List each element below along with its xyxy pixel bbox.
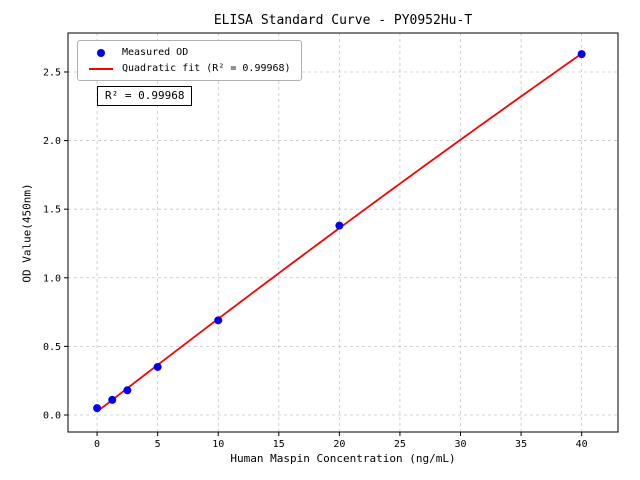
data-point bbox=[335, 221, 344, 230]
y-tick-label: 1.5 bbox=[43, 205, 61, 216]
x-tick-label: 0 bbox=[94, 439, 100, 450]
x-tick-label: 30 bbox=[454, 439, 466, 450]
data-point bbox=[123, 386, 132, 395]
r-squared-annotation: R² = 0.99968 bbox=[97, 86, 193, 106]
x-tick-label: 25 bbox=[394, 439, 406, 450]
legend-marker-area bbox=[86, 67, 116, 70]
legend-label-measured: Measured OD bbox=[122, 47, 189, 58]
legend-item-fit: Quadratic fit (R² = 0.99968) bbox=[86, 63, 291, 74]
x-tick-label: 5 bbox=[155, 439, 161, 450]
data-point bbox=[577, 50, 586, 59]
chart-title: ELISA Standard Curve - PY0952Hu-T bbox=[213, 13, 473, 28]
fit-line-marker-icon bbox=[89, 67, 113, 70]
y-tick-label: 0.0 bbox=[43, 410, 61, 421]
legend-marker-area bbox=[86, 48, 116, 57]
data-point bbox=[108, 395, 117, 404]
legend-label-fit: Quadratic fit (R² = 0.99968) bbox=[122, 63, 291, 74]
legend: Measured OD Quadratic fit (R² = 0.99968) bbox=[77, 40, 302, 81]
axes-border bbox=[67, 32, 619, 433]
x-tick-label: 35 bbox=[515, 439, 527, 450]
data-point bbox=[93, 404, 102, 413]
measured-od-marker-icon bbox=[97, 48, 105, 57]
y-tick-label: 0.5 bbox=[43, 342, 61, 353]
x-tick-label: 20 bbox=[333, 439, 345, 450]
data-point bbox=[153, 362, 162, 371]
legend-item-measured: Measured OD bbox=[86, 47, 291, 58]
x-axis-label: Human Maspin Concentration (ng/mL) bbox=[230, 452, 456, 465]
y-tick-label: 2.5 bbox=[43, 67, 61, 78]
y-tick-label: 2.0 bbox=[43, 136, 61, 147]
x-tick-label: 10 bbox=[212, 439, 224, 450]
x-tick-label: 40 bbox=[576, 439, 588, 450]
y-axis-label: OD Value(450nm) bbox=[20, 183, 34, 283]
y-tick-label: 1.0 bbox=[43, 273, 61, 284]
data-point bbox=[214, 316, 223, 325]
x-tick-label: 15 bbox=[273, 439, 285, 450]
